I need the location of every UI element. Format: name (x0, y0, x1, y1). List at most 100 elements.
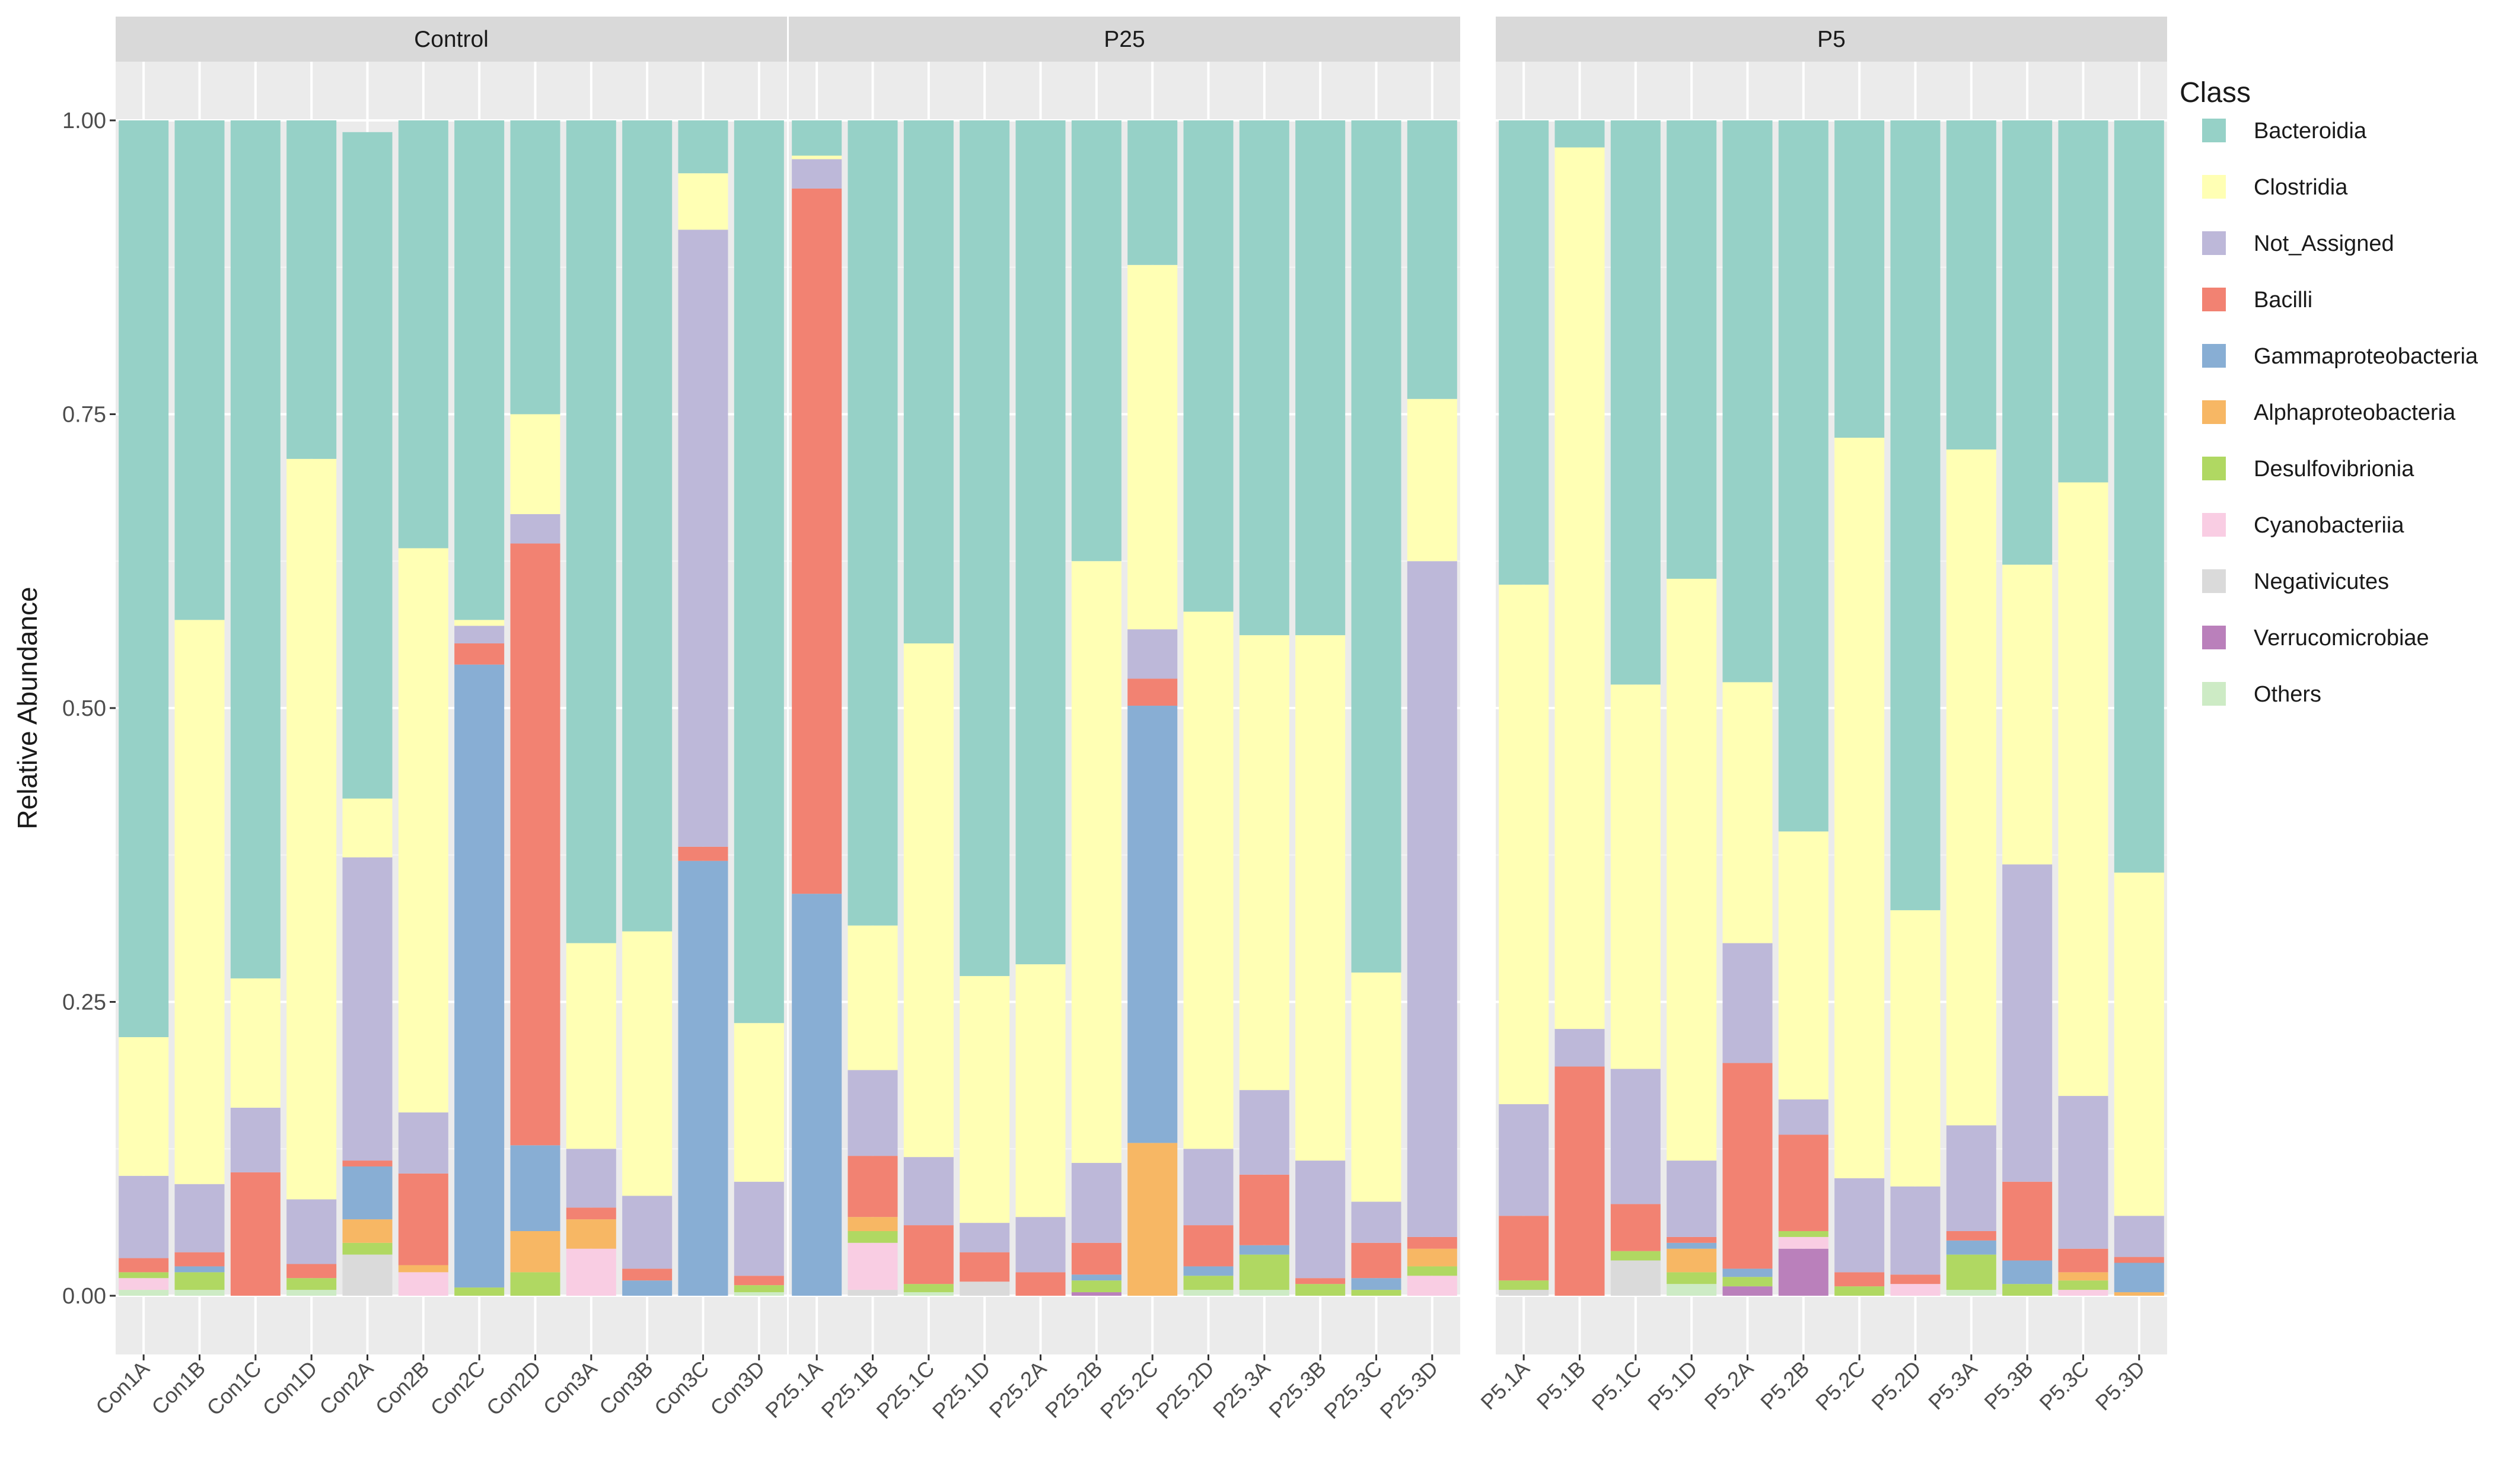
bar-segment-others (119, 1290, 169, 1296)
bar-segment-gammaproteobacteria (510, 1145, 560, 1231)
bar-segment-not-assigned (1890, 1186, 1941, 1275)
legend-label: Bacteroidia (2254, 119, 2367, 144)
bar-segment-bacteroidia (510, 120, 560, 415)
bar-segment-alphaproteobacteria (1407, 1248, 1457, 1267)
bar-segment-cyanobacteriia (848, 1242, 898, 1290)
bar-segment-others (1183, 1290, 1234, 1296)
bar-segment-bacteroidia (1499, 120, 1549, 585)
bar-segment-clostridia (1183, 611, 1234, 1149)
bar-segment-desulfovibrionia (174, 1272, 225, 1290)
bar-segment-desulfovibrionia (734, 1285, 784, 1293)
bar-segment-cyanobacteriia (398, 1272, 448, 1296)
bar-segment-clostridia (454, 620, 505, 626)
legend-key (2202, 400, 2226, 424)
bar-segment-bacteroidia (1127, 120, 1178, 265)
y-tick-label: 0.50 (62, 696, 106, 721)
bar-segment-not-assigned (119, 1175, 169, 1258)
bar-segment-alphaproteobacteria (848, 1217, 898, 1231)
bar-Con1B (174, 120, 225, 1296)
bar-segment-desulfovibrionia (1722, 1277, 1773, 1287)
bar-segment-clostridia (848, 925, 898, 1070)
legend-label: Desulfovibrionia (2254, 457, 2414, 482)
bar-segment-bacilli (848, 1156, 898, 1217)
legend-label: Others (2254, 682, 2321, 707)
bar-segment-gammaproteobacteria (1667, 1242, 1717, 1249)
bar-segment-clostridia (622, 931, 673, 1196)
bar-segment-clostridia (230, 978, 281, 1108)
bar-P25.1B (848, 120, 898, 1296)
bar-segment-not-assigned (1015, 1217, 1066, 1273)
bar-segment-alphaproteobacteria (2114, 1292, 2164, 1296)
bar-segment-bacteroidia (792, 120, 842, 156)
bar-P5.2D (1890, 120, 1941, 1296)
panel-p5: P5P5.1AP5.1BP5.1CP5.1DP5.2AP5.2BP5.2CP5.… (1476, 17, 2167, 1415)
bar-segment-negativicutes (1499, 1290, 1549, 1296)
bar-segment-desulfovibrionia (1351, 1290, 1401, 1296)
bar-segment-not-assigned (1407, 561, 1457, 1237)
bar-segment-bacteroidia (286, 120, 337, 459)
bar-segment-gammaproteobacteria (174, 1266, 225, 1273)
bar-segment-not-assigned (342, 857, 393, 1161)
bar-Con2D (510, 120, 560, 1296)
bar-segment-bacilli (1351, 1242, 1401, 1279)
bar-segment-bacteroidia (1946, 120, 1996, 450)
bar-segment-bacilli (1127, 678, 1178, 706)
bar-P25.3D (1407, 120, 1457, 1296)
bar-segment-bacilli (1499, 1216, 1549, 1281)
bar-P5.3D (2114, 120, 2164, 1296)
bar-segment-not-assigned (1183, 1149, 1234, 1226)
bar-segment-not-assigned (566, 1149, 616, 1208)
bar-segment-clostridia (960, 976, 1010, 1223)
bar-segment-bacilli (1610, 1204, 1661, 1251)
bar-Con1A (119, 120, 169, 1296)
bar-segment-not-assigned (1778, 1099, 1828, 1135)
y-tick-label: 0.00 (62, 1284, 106, 1309)
bar-P5.1A (1499, 120, 1549, 1296)
bar-segment-not-assigned (903, 1157, 954, 1226)
bar-segment-bacilli (1778, 1134, 1828, 1231)
y-axis-label: Relative Abundance (12, 586, 43, 829)
bar-segment-bacilli (622, 1268, 673, 1281)
bar-segment-bacilli (1239, 1174, 1289, 1245)
legend-key (2202, 175, 2226, 199)
bar-segment-desulfovibrionia (1834, 1286, 1885, 1296)
bar-Con1C (230, 120, 281, 1296)
bar-segment-not-assigned (1239, 1090, 1289, 1175)
legend-label: Alphaproteobacteria (2254, 400, 2456, 425)
bar-segment-clostridia (678, 173, 728, 230)
bar-P5.2A (1722, 120, 1773, 1296)
bar-segment-clostridia (1351, 972, 1401, 1202)
bar-segment-bacteroidia (1610, 120, 1661, 685)
bar-segment-clostridia (1071, 561, 1122, 1163)
bar-P25.3C (1351, 120, 1401, 1296)
legend-key (2202, 288, 2226, 311)
bar-segment-negativicutes (1610, 1260, 1661, 1296)
bar-P25.3B (1295, 120, 1346, 1296)
bar-segment-desulfovibrionia (1071, 1280, 1122, 1293)
bar-segment-bacilli (2058, 1248, 2108, 1273)
bar-segment-not-assigned (454, 626, 505, 643)
bar-segment-bacteroidia (1667, 120, 1717, 579)
bar-segment-gammaproteobacteria (792, 894, 842, 1296)
bar-segment-not-assigned (286, 1199, 337, 1264)
bar-segment-bacilli (566, 1207, 616, 1220)
bar-segment-bacilli (230, 1172, 281, 1296)
bar-segment-bacilli (1407, 1236, 1457, 1249)
bar-segment-not-assigned (230, 1107, 281, 1172)
bar-segment-bacilli (454, 643, 505, 665)
bar-segment-clostridia (1667, 578, 1717, 1161)
bar-segment-cyanobacteriia (1890, 1284, 1941, 1296)
bar-segment-negativicutes (848, 1290, 898, 1296)
bar-segment-desulfovibrionia (454, 1287, 505, 1296)
bar-segment-bacilli (1890, 1274, 1941, 1284)
bar-segment-clostridia (286, 458, 337, 1200)
bar-segment-bacilli (510, 543, 560, 1146)
legend-key (2202, 231, 2226, 255)
bar-Con3A (566, 120, 616, 1296)
bar-segment-clostridia (1554, 147, 1605, 1029)
bar-segment-cyanobacteriia (1407, 1276, 1457, 1296)
bar-segment-negativicutes (342, 1254, 393, 1296)
bar-Con2B (398, 120, 448, 1296)
